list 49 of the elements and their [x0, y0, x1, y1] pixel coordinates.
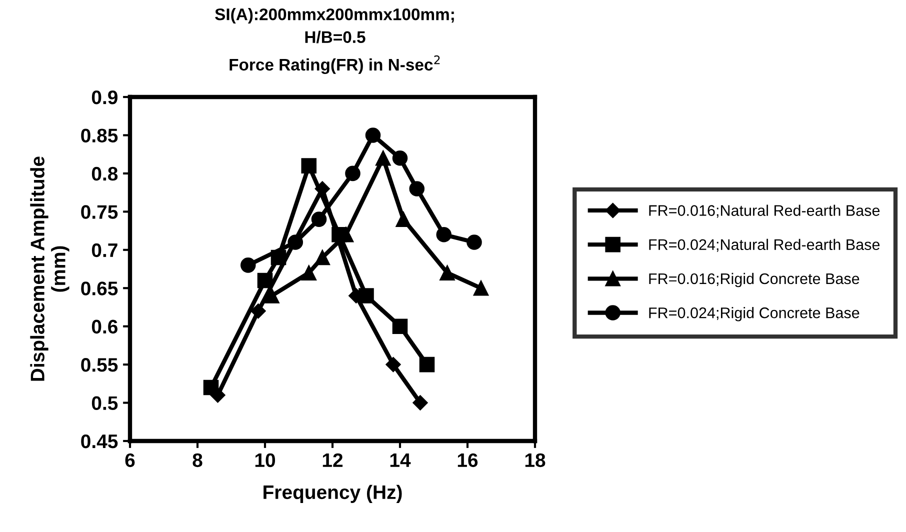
point: [288, 234, 304, 250]
legend-label: FR=0.024;Natural Red-earth Base: [649, 238, 880, 252]
y-tick-label: 0.7: [92, 243, 118, 258]
point: [301, 158, 317, 174]
y-tick-label: 0.5: [92, 396, 118, 410]
point: [392, 150, 408, 166]
point: [375, 150, 391, 166]
point: [365, 128, 381, 143]
point: [386, 356, 401, 372]
legend-label: FR=0.024;Rigid Concrete Base: [649, 307, 860, 322]
y-axis-title: Displacement Amplitude (mm): [30, 156, 70, 381]
point: [314, 250, 330, 266]
point: [250, 303, 266, 319]
y-tick-label: 0.9: [92, 90, 118, 104]
point: [409, 181, 425, 196]
x-tick-label: 10: [255, 453, 276, 468]
x-tick-label: 12: [322, 453, 343, 467]
point: [257, 272, 273, 288]
point: [203, 380, 219, 396]
y-tick-label: 0.85: [81, 128, 118, 142]
y-tick-label: 0.45: [81, 434, 118, 448]
y-tick-label: 0.6: [92, 320, 118, 334]
x-tick-label: 6: [125, 453, 135, 468]
point: [473, 280, 489, 296]
legend-label: FR=0.016;Natural Red-earth Base: [649, 204, 880, 218]
x-axis-title: Frequency (Hz): [264, 484, 402, 503]
point: [358, 288, 374, 304]
point: [301, 265, 317, 280]
point: [436, 226, 452, 242]
x-tick-label: 14: [390, 454, 411, 467]
y-tick-label: 0.55: [81, 358, 118, 372]
point: [396, 212, 412, 227]
chart-title: SI(A):200mmx200mmx100mm; H/B=0.5 Force Rating(FR) in N-sec$^{2}$: [215, 8, 454, 74]
point: [466, 234, 482, 250]
y-tick-label: 0.8: [92, 166, 118, 181]
y-tick-label: 0.65: [81, 282, 118, 296]
point: [412, 395, 428, 410]
point: [264, 288, 280, 304]
x-tick-label: 16: [458, 453, 478, 468]
x-tick-label: 8: [192, 453, 202, 468]
point: [311, 212, 327, 227]
point: [240, 258, 256, 273]
legend-label: FR=0.016;Rigid Concrete Base: [649, 272, 860, 288]
point: [392, 318, 408, 334]
x-tick-label: 18: [525, 453, 546, 468]
point: [440, 265, 455, 280]
y-tick-label: 0.75: [81, 205, 118, 219]
point: [345, 166, 360, 182]
point: [419, 356, 435, 372]
